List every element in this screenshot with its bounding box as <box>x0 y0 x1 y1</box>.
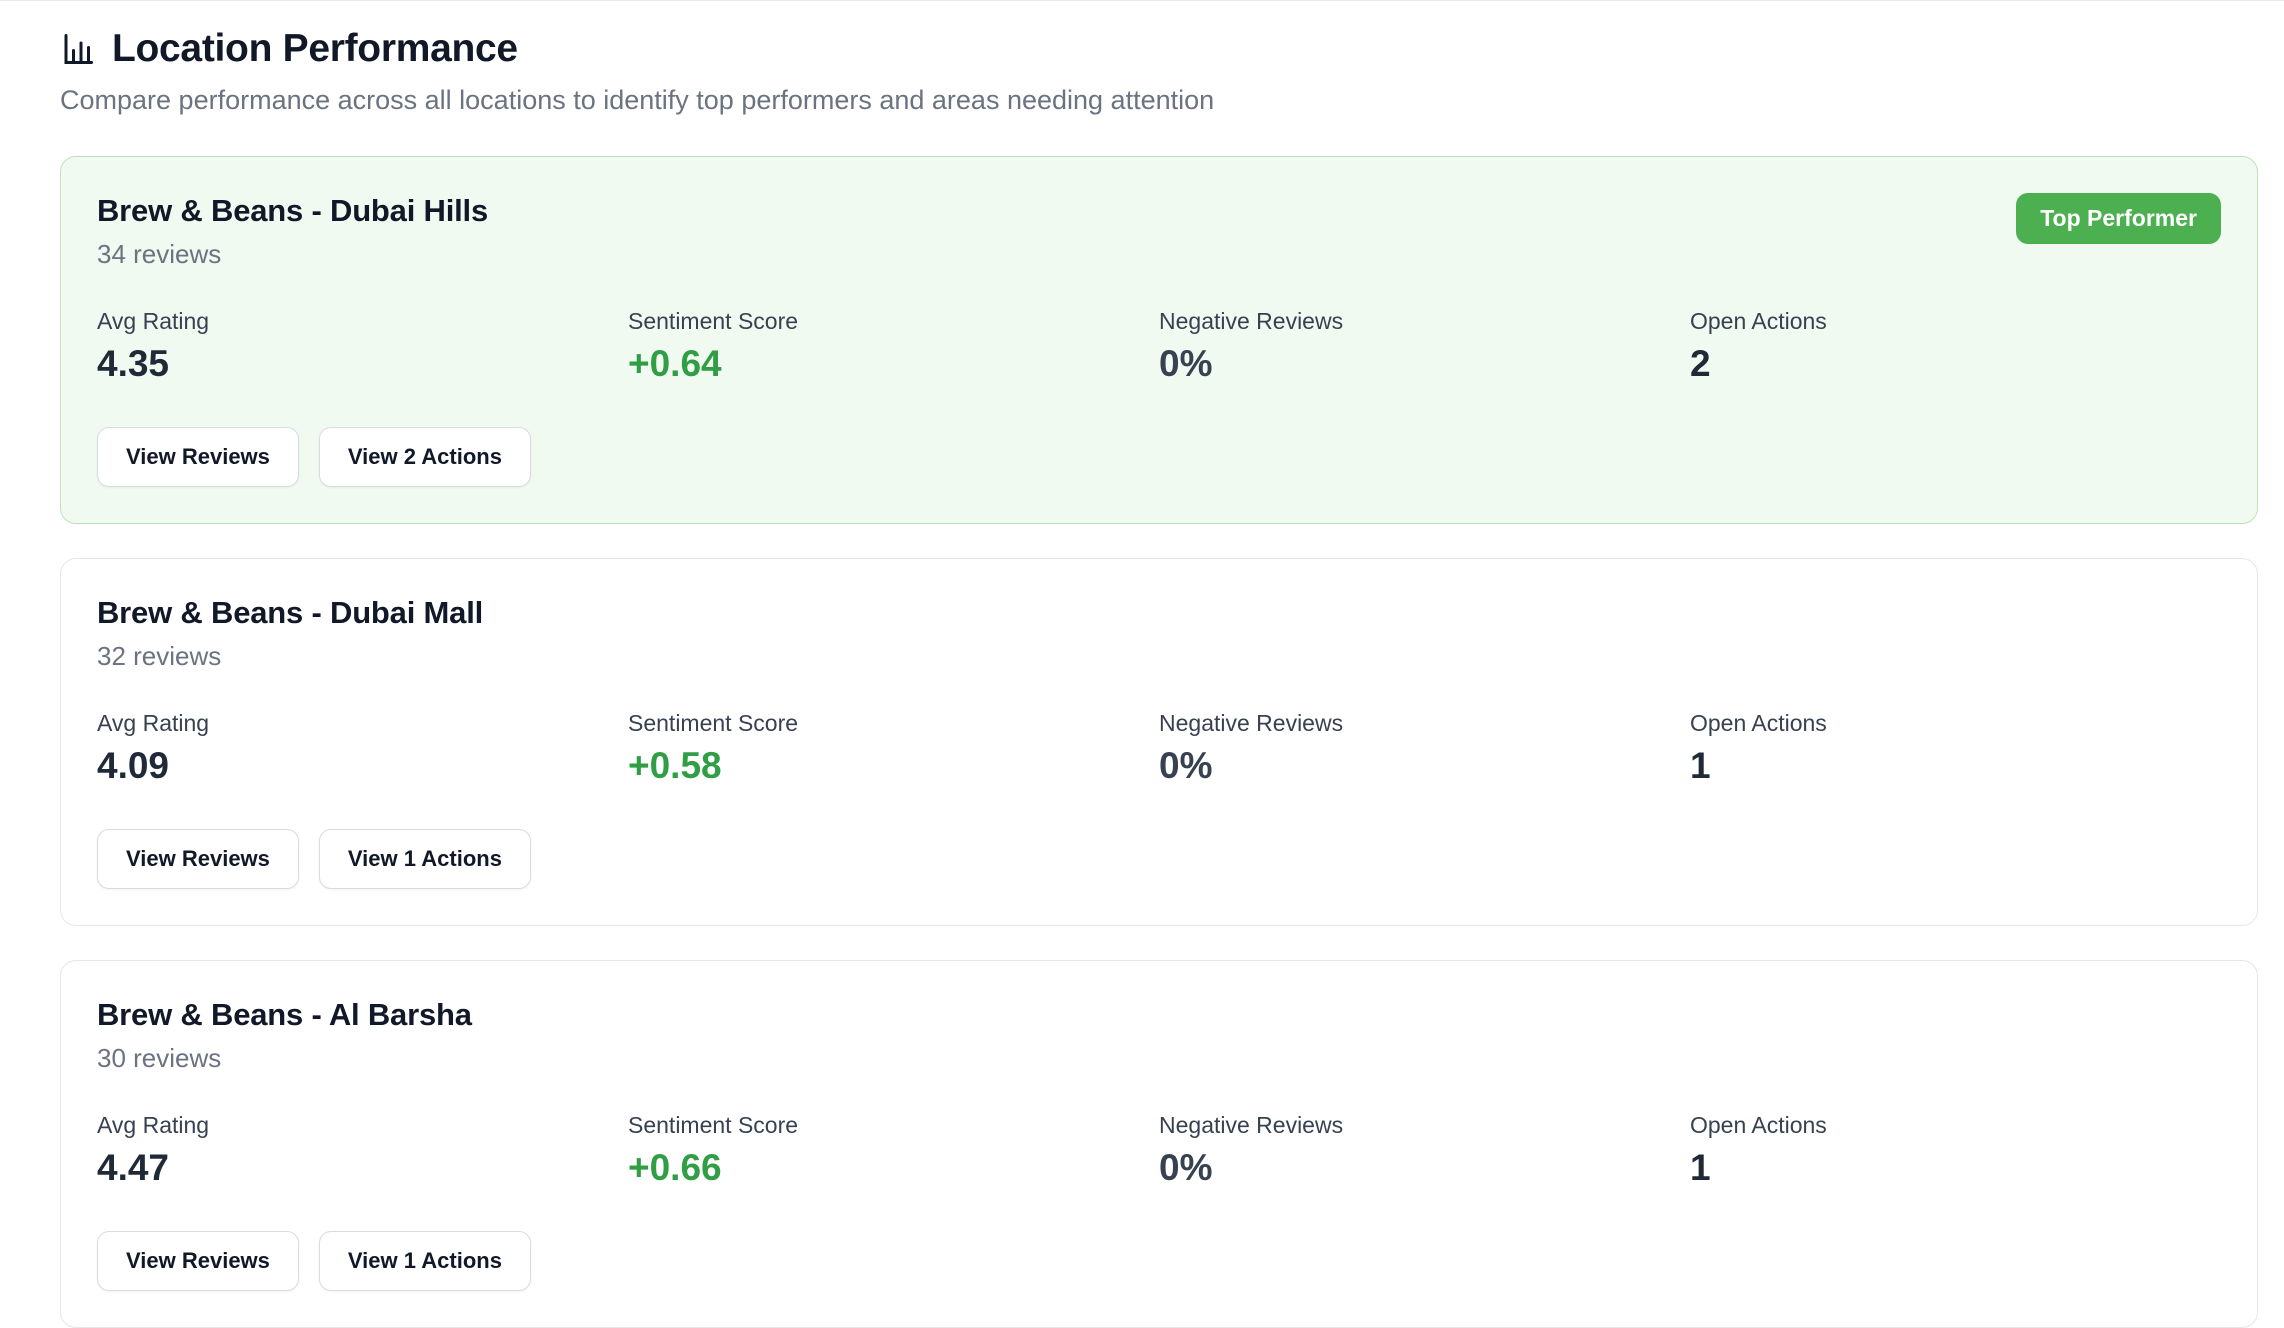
location-name: Brew & Beans - Dubai Hills <box>97 193 489 228</box>
metric-open-actions: Open Actions 1 <box>1690 1112 2221 1189</box>
top-performer-badge: Top Performer <box>2016 193 2221 244</box>
location-card-al-barsha: Brew & Beans - Al Barsha 30 reviews Avg … <box>60 960 2258 1328</box>
location-card-dubai-mall: Brew & Beans - Dubai Mall 32 reviews Avg… <box>60 558 2258 926</box>
metric-label: Open Actions <box>1690 1112 1827 1138</box>
view-actions-button[interactable]: View 2 Actions <box>318 427 531 487</box>
metric-open-actions: Open Actions 2 <box>1690 308 2221 385</box>
metric-value: 0% <box>1159 343 1213 384</box>
location-name: Brew & Beans - Al Barsha <box>97 997 472 1032</box>
metric-value: 1 <box>1690 1147 1711 1188</box>
metric-label: Avg Rating <box>97 1112 210 1138</box>
metric-value: 0% <box>1159 1147 1213 1188</box>
metric-avg-rating: Avg Rating 4.35 <box>97 308 628 385</box>
metric-label: Negative Reviews <box>1159 1112 1344 1138</box>
card-heading: Brew & Beans - Dubai Hills 34 reviews <box>97 193 488 270</box>
metric-negative-reviews: Negative Reviews 0% <box>1159 710 1690 787</box>
view-reviews-button[interactable]: View Reviews <box>97 1231 299 1291</box>
metric-label: Negative Reviews <box>1159 710 1344 736</box>
metric-negative-reviews: Negative Reviews 0% <box>1159 1112 1690 1189</box>
page-subtitle: Compare performance across all locations… <box>60 85 1215 115</box>
metric-label: Avg Rating <box>97 710 210 736</box>
metric-label: Sentiment Score <box>628 710 799 736</box>
metric-label: Sentiment Score <box>628 308 799 334</box>
metric-open-actions: Open Actions 1 <box>1690 710 2221 787</box>
metric-value: 4.09 <box>97 745 170 786</box>
location-name: Brew & Beans - Dubai Mall <box>97 595 484 630</box>
location-card-dubai-hills: Brew & Beans - Dubai Hills 34 reviews To… <box>60 156 2258 524</box>
view-reviews-button[interactable]: View Reviews <box>97 427 299 487</box>
bar-chart-icon <box>60 31 96 67</box>
view-actions-button[interactable]: View 1 Actions <box>318 829 531 889</box>
metric-label: Avg Rating <box>97 308 210 334</box>
metric-value: +0.64 <box>628 343 722 384</box>
metrics-row: Avg Rating 4.09 Sentiment Score +0.58 Ne… <box>97 710 2221 787</box>
metric-sentiment-score: Sentiment Score +0.58 <box>628 710 1159 787</box>
review-count: 30 reviews <box>97 1043 222 1073</box>
metric-value: 4.47 <box>97 1147 170 1188</box>
metric-label: Sentiment Score <box>628 1112 799 1138</box>
metric-avg-rating: Avg Rating 4.47 <box>97 1112 628 1189</box>
metrics-row: Avg Rating 4.47 Sentiment Score +0.66 Ne… <box>97 1112 2221 1189</box>
metric-label: Open Actions <box>1690 308 1827 334</box>
metric-negative-reviews: Negative Reviews 0% <box>1159 308 1690 385</box>
metric-sentiment-score: Sentiment Score +0.64 <box>628 308 1159 385</box>
metric-value: +0.58 <box>628 745 722 786</box>
metric-label: Open Actions <box>1690 710 1827 736</box>
metric-value: 1 <box>1690 745 1711 786</box>
metric-value: 0% <box>1159 745 1213 786</box>
card-heading: Brew & Beans - Al Barsha 30 reviews <box>97 997 472 1074</box>
page-title: Location Performance <box>112 27 518 70</box>
metric-value: +0.66 <box>628 1147 722 1188</box>
metric-value: 2 <box>1690 343 1711 384</box>
section-header: Location Performance Compare performance… <box>60 27 2258 116</box>
view-actions-button[interactable]: View 1 Actions <box>318 1231 531 1291</box>
review-count: 34 reviews <box>97 239 222 269</box>
metric-label: Negative Reviews <box>1159 308 1344 334</box>
metric-sentiment-score: Sentiment Score +0.66 <box>628 1112 1159 1189</box>
view-reviews-button[interactable]: View Reviews <box>97 829 299 889</box>
card-heading: Brew & Beans - Dubai Mall 32 reviews <box>97 595 483 672</box>
metric-avg-rating: Avg Rating 4.09 <box>97 710 628 787</box>
review-count: 32 reviews <box>97 641 222 671</box>
metrics-row: Avg Rating 4.35 Sentiment Score +0.64 Ne… <box>97 308 2221 385</box>
metric-value: 4.35 <box>97 343 170 384</box>
